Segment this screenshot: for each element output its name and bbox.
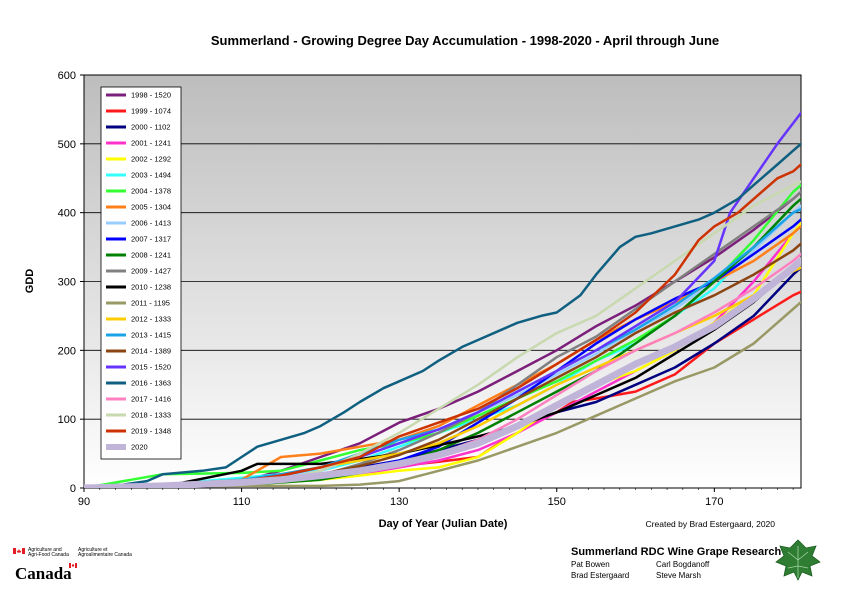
legend-label: 2012 - 1333 [131, 315, 171, 324]
legend-label: 2001 - 1241 [131, 139, 171, 148]
agency-fr-line1: Agriculture et [78, 547, 108, 553]
canada-flag-icon [13, 548, 25, 554]
legend-label: 2013 - 1415 [131, 331, 171, 340]
legend-label: 2016 - 1363 [131, 379, 171, 388]
wordmark-flag-icon [69, 563, 77, 568]
series-line-2016 [84, 142, 801, 488]
x-tick-label: 170 [705, 496, 723, 508]
series-line-2019 [84, 163, 801, 488]
legend-label: 2020 [131, 443, 148, 452]
legend-box [100, 86, 182, 460]
legend-label: 2010 - 1238 [131, 283, 171, 292]
y-tick-label: 0 [70, 483, 76, 495]
footer-name-2: Carl Bogdanoff [656, 560, 710, 569]
x-tick-label: 130 [390, 496, 408, 508]
series-line-2011 [84, 300, 801, 488]
legend-label: 2003 - 1494 [131, 171, 171, 180]
x-tick-label: 90 [78, 496, 90, 508]
legend-label: 2004 - 1378 [131, 187, 171, 196]
y-tick-label: 600 [58, 70, 76, 82]
agency-logo: Agriculture and Agri-Food Canada Agricul… [13, 547, 132, 583]
y-tick-label: 500 [58, 139, 76, 151]
legend-label: 2007 - 1317 [131, 235, 171, 244]
credit-text: Created by Brad Estergaard, 2020 [646, 519, 776, 529]
agency-fr-line2: Agroalimentaire Canada [78, 552, 132, 558]
legend-label: 2006 - 1413 [131, 219, 171, 228]
legend-label: 2014 - 1389 [131, 347, 171, 356]
legend-label: 1999 - 1074 [131, 107, 171, 116]
grape-leaf-icon [775, 539, 821, 581]
footer-name-3: Brad Estergaard [571, 571, 629, 580]
canada-wordmark: Canada [15, 564, 72, 583]
footer: Summerland RDC Wine Grape Research Pat B… [571, 546, 781, 580]
series-lines [84, 111, 801, 488]
legend-label: 2002 - 1292 [131, 155, 171, 164]
legend-label: 2005 - 1304 [131, 203, 171, 212]
y-tick-label: 400 [58, 208, 76, 220]
legend-label: 2008 - 1241 [131, 251, 171, 260]
footer-name-4: Steve Marsh [656, 571, 701, 580]
agency-en-line1: Agriculture and [28, 547, 62, 553]
legend-label: 2019 - 1348 [131, 427, 171, 436]
legend-label: 2011 - 1195 [131, 299, 170, 308]
chart-title: Summerland - Growing Degree Day Accumula… [211, 33, 719, 48]
series-line-2020 [84, 257, 801, 488]
legend-label: 2017 - 1416 [131, 395, 171, 404]
x-tick-label: 150 [548, 496, 566, 508]
footer-name-1: Pat Bowen [571, 560, 610, 569]
series-line-1998 [84, 190, 801, 488]
legend-label: 2000 - 1102 [131, 123, 170, 132]
axis-ticks: 0 100 200 300 400 500 600 90 110 130 150 170 [58, 70, 794, 508]
y-axis-label: GDD [24, 269, 36, 294]
legend-label: 1998 - 1520 [131, 91, 171, 100]
y-tick-label: 100 [58, 414, 76, 426]
x-tick-label: 110 [233, 496, 251, 508]
footer-title: Summerland RDC Wine Grape Research [571, 546, 781, 558]
y-tick-label: 200 [58, 345, 76, 357]
legend-label: 2018 - 1333 [131, 411, 171, 420]
legend: 1998 - 1520 1999 - 1074 2000 - 1102 2001 - … [100, 86, 182, 460]
agency-en-line2: Agri-Food Canada [28, 552, 69, 558]
legend-label: 2015 - 1520 [131, 363, 171, 372]
x-axis-label: Day of Year (Julian Date) [379, 518, 508, 530]
legend-label: 2009 - 1427 [131, 267, 171, 276]
y-tick-label: 300 [58, 277, 76, 289]
